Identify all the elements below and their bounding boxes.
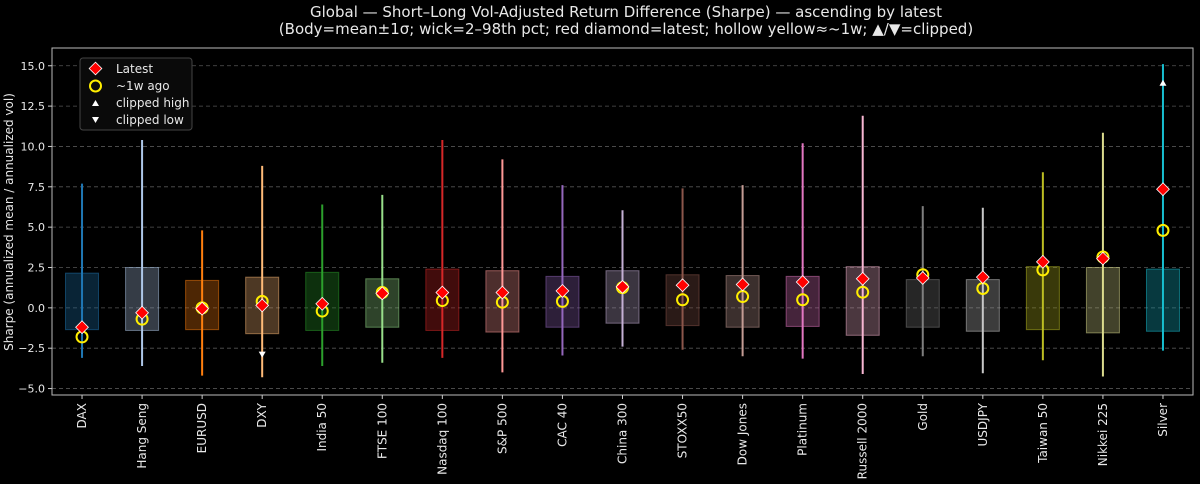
- latest-marker: [195, 301, 210, 316]
- y-tick-label: 15.0: [21, 60, 46, 73]
- x-tick-label: USDJPY: [976, 402, 990, 446]
- x-tick-label: STOXX50: [676, 403, 690, 458]
- legend-clipped-high-marker: [92, 100, 99, 106]
- x-tick-label: CAC 40: [555, 403, 569, 447]
- x-tick-label: Gold: [916, 403, 930, 431]
- y-axis: −5.0 −2.5 0.0 2.5 5.0 7.5 10.0 12.5 15.0: [18, 60, 52, 396]
- latest-marker: [1095, 251, 1110, 266]
- legend-weekago-marker: [89, 79, 102, 93]
- latest-marker: [975, 270, 990, 285]
- x-tick-label: S&P 500: [495, 403, 509, 454]
- latest-marker: [855, 271, 870, 286]
- y-tick-label: 12.5: [21, 100, 46, 113]
- x-tick-label: Silver: [1156, 403, 1170, 437]
- legend-clipped-low-marker: [92, 117, 99, 123]
- latest-marker: [675, 278, 690, 293]
- latest-marker: [495, 285, 510, 300]
- x-axis: DAX Hang Seng EURUSD DXY India 50 FTSE 100 Nas…: [75, 395, 1170, 479]
- x-tick-label: China 300: [616, 403, 630, 464]
- y-tick-label: −5.0: [18, 383, 45, 396]
- y-tick-label: 10.0: [21, 140, 46, 153]
- x-tick-label: Hang Seng: [135, 403, 149, 469]
- latest-marker: [1035, 254, 1050, 269]
- x-tick-label: Platinum: [796, 403, 810, 456]
- latest-marker: [555, 283, 570, 298]
- x-tick-label: Dow Jones: [736, 403, 750, 465]
- legend-weekago-label: ~1w ago: [116, 79, 170, 93]
- latest-marker: [1156, 182, 1170, 197]
- x-tick-label: DXY: [255, 402, 269, 427]
- x-tick-label: Nasdaq 100: [435, 403, 449, 475]
- y-tick-label: 2.5: [28, 261, 46, 274]
- legend-clipped-low-label: clipped low: [116, 113, 184, 127]
- week-ago-marker: [856, 285, 870, 299]
- latest-marker: [375, 286, 390, 301]
- y-tick-label: 5.0: [28, 221, 46, 234]
- x-tick-label: DAX: [75, 403, 89, 428]
- marks: [65, 64, 1180, 378]
- week-ago-marker: [1156, 223, 1170, 237]
- week-ago-marker: [796, 293, 810, 307]
- clipped-high-marker: [1159, 79, 1167, 86]
- chart-title: Global — Short–Long Vol-Adjusted Return …: [310, 3, 942, 21]
- chart-subtitle: (Body=mean±1σ; wick=2–98th pct; red diam…: [279, 20, 973, 38]
- week-ago-marker: [676, 293, 690, 307]
- latest-marker: [75, 320, 89, 335]
- y-tick-label: 7.5: [28, 181, 46, 194]
- legend-box: [79, 57, 193, 131]
- latest-marker: [735, 277, 750, 292]
- latest-marker: [615, 279, 630, 294]
- latest-marker: [315, 296, 330, 311]
- legend-clipped-high-label: clipped high: [116, 96, 189, 110]
- clipped-low-marker: [258, 351, 266, 358]
- x-tick-label: India 50: [315, 403, 329, 452]
- x-tick-label: Nikkei 225: [1096, 403, 1110, 466]
- x-tick-label: Russell 2000: [856, 403, 870, 479]
- legend-latest-marker: [88, 61, 103, 76]
- y-tick-label: 0.0: [28, 302, 46, 315]
- latest-marker: [795, 275, 810, 289]
- y-tick-label: −2.5: [18, 342, 45, 355]
- legend: Latest ~1w ago clipped high clipped low: [79, 57, 193, 131]
- x-tick-label: EURUSD: [195, 403, 209, 453]
- legend-latest-label: Latest: [116, 62, 153, 76]
- latest-marker: [435, 285, 450, 300]
- latest-marker: [135, 305, 150, 320]
- y-axis-label: Sharpe (annualized mean / annualized vol…: [2, 93, 16, 351]
- latest-marker: [915, 271, 930, 285]
- x-tick-label: Taiwan 50: [1036, 403, 1050, 464]
- x-tick-label: FTSE 100: [375, 403, 389, 459]
- latest-marker: [255, 298, 270, 313]
